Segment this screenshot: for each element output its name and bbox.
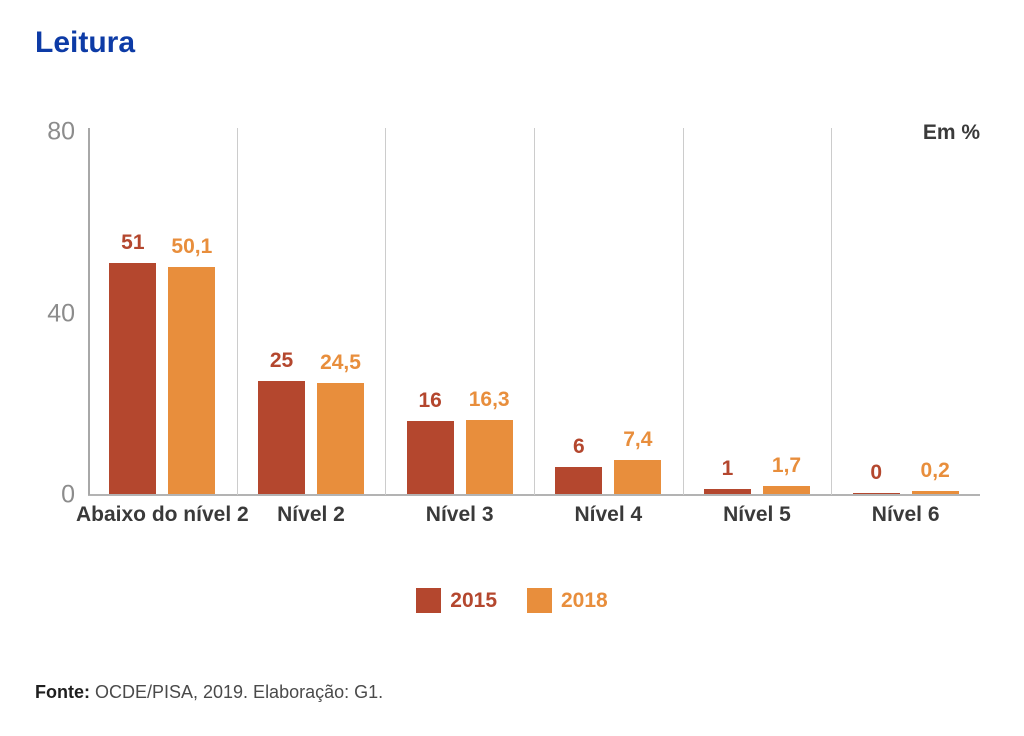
- value-label-2018-category-1: 50,1: [171, 235, 213, 258]
- y-tick-label: 40: [47, 299, 75, 327]
- value-label-2015-category-4: 6: [572, 435, 585, 458]
- gridline: [534, 128, 535, 495]
- bar-2015-category-1: [109, 263, 157, 494]
- legend-label-2015: 2015: [450, 588, 497, 612]
- x-category-label: Abaixo do nível 2: [75, 503, 249, 526]
- legend-swatch-2018: [527, 588, 552, 613]
- source-label: Fonte:: [35, 682, 90, 702]
- y-tick-label: 0: [61, 480, 75, 509]
- bar-2018-category-1: [168, 267, 216, 494]
- x-category-label: Nível 6: [871, 503, 940, 526]
- x-category-label: Nível 2: [277, 503, 345, 526]
- bar-2018-category-6: [911, 491, 959, 494]
- plot-area: Em % 0 40 80 51 50,1 Abaixo do nível 2 25 24,5 N…: [47, 118, 980, 526]
- value-label-2015-category-1: 51: [121, 231, 145, 254]
- legend-swatch-2015: [416, 588, 442, 613]
- bar-2015-category-6: [852, 493, 900, 494]
- bar-2015-category-2: [258, 381, 305, 494]
- value-label-2015-category-6: 0: [870, 461, 882, 484]
- x-category-label: Nível 5: [723, 503, 791, 526]
- x-category-label: Nível 4: [574, 503, 643, 526]
- legend-item-2018: 2018: [527, 588, 608, 613]
- source-note: Fonte: OCDE/PISA, 2019. Elaboração: G1.: [35, 682, 383, 703]
- legend: 2015 2018: [0, 588, 1024, 613]
- bar-2015-category-5: [704, 489, 751, 494]
- bar-2015-category-4: [555, 467, 603, 494]
- bar-2018-category-2: [317, 383, 364, 494]
- gridline: [385, 128, 387, 495]
- value-label-2018-category-5: 1,7: [771, 454, 802, 477]
- value-label-2018-category-6: 0,2: [920, 459, 950, 482]
- value-label-2018-category-3: 16,3: [468, 388, 510, 411]
- value-label-2018-category-4: 7,4: [623, 428, 653, 451]
- value-label-2015-category-5: 1: [721, 457, 734, 480]
- gridline: [682, 128, 684, 495]
- x-category-label: Nível 3: [425, 503, 494, 526]
- chart-title: Leitura: [35, 26, 136, 59]
- value-label-2018-category-2: 24,5: [320, 351, 361, 374]
- value-label-2015-category-3: 16: [418, 389, 442, 412]
- bar-2015-category-3: [406, 421, 454, 494]
- unit-label: Em %: [922, 121, 980, 144]
- source-text: OCDE/PISA, 2019. Elaboração: G1.: [89, 682, 384, 702]
- y-axis-line: [88, 128, 90, 495]
- value-label-2015-category-2: 25: [269, 349, 294, 372]
- y-tick-label: 80: [47, 117, 75, 146]
- gridline: [236, 128, 238, 495]
- bar-2018-category-3: [465, 420, 513, 494]
- legend-item-2015: 2015: [416, 588, 497, 613]
- x-axis-line: [88, 494, 980, 496]
- bar-2018-category-5: [763, 486, 810, 494]
- legend-label-2018: 2018: [561, 588, 608, 612]
- gridline: [831, 128, 833, 495]
- bar-2018-category-4: [614, 460, 662, 494]
